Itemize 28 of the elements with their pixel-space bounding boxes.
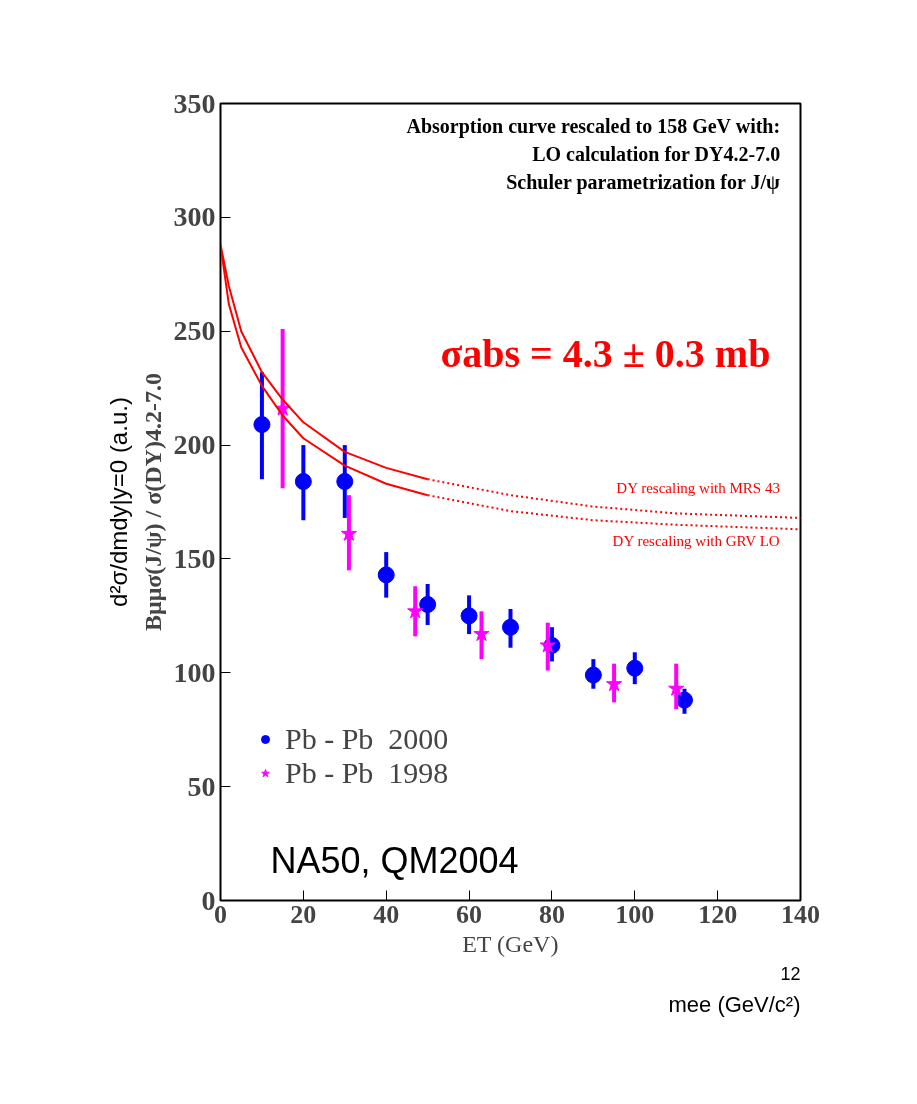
annotation: NA50, QM2004 — [270, 839, 519, 881]
x-tick-label: 120 — [698, 899, 738, 929]
x-axis-title: ET (GeV) — [462, 930, 559, 957]
annotation: DY rescaling with MRS 43 — [616, 479, 780, 496]
text: d²σ/dmdy|y=0 (a.u.) — [104, 397, 132, 607]
x-tick-label: 60 — [456, 899, 483, 929]
x-tick-label: 80 — [538, 899, 565, 929]
text: 12 — [780, 963, 801, 984]
y-axis-title: Bμμσ(J/ψ) / σ(DY)4.2-7.0 — [139, 373, 166, 631]
y-tick-label: 200 — [173, 429, 216, 461]
x-tick-label: 100 — [615, 899, 655, 929]
legend-label: Pb - Pb 1998 — [285, 756, 449, 790]
x-tick-label: 140 — [781, 899, 820, 929]
y-tick-label: 300 — [173, 201, 216, 233]
x-tick-label: 20 — [290, 899, 317, 929]
text: mee (GeV/c²) — [668, 991, 801, 1017]
legend-label: Pb - Pb 2000 — [285, 722, 449, 756]
y-tick-label: 250 — [173, 315, 216, 347]
annotation: Schuler parametrization for J/ψ — [506, 170, 781, 194]
annotation: LO calculation for DY4.2-7.0 — [532, 142, 781, 165]
y-tick-label: 350 — [173, 87, 216, 119]
annotation: DY rescaling with GRV LO — [612, 532, 780, 549]
y-tick-label: 50 — [187, 770, 216, 802]
annotation: Absorption curve rescaled to 158 GeV with: — [406, 114, 781, 138]
y-tick-label: 100 — [173, 656, 216, 688]
annotation: σabs = 4.3 ± 0.3 mb — [440, 330, 771, 376]
x-tick-label: 40 — [373, 899, 400, 929]
y-tick-label: 150 — [173, 542, 216, 574]
